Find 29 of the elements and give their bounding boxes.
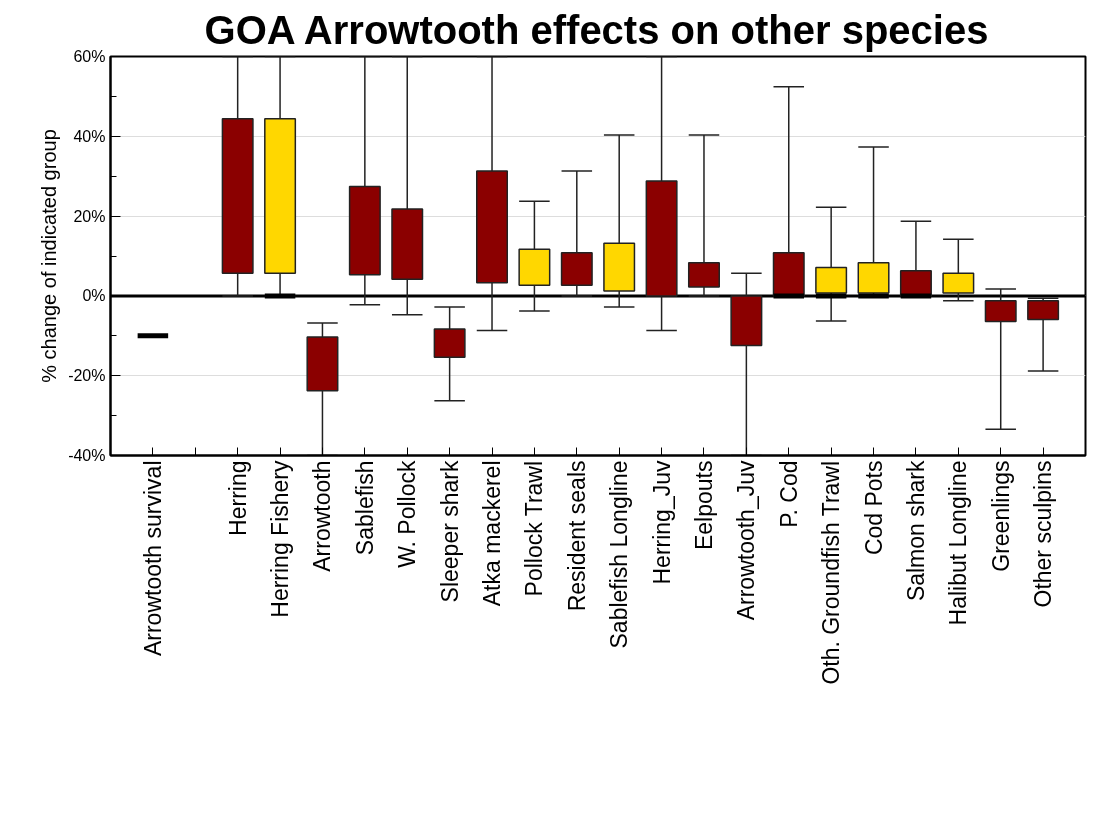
- x-tick-label: Arrowtooth_Juv: [733, 460, 760, 621]
- x-tick-label: Herring_Juv: [648, 460, 675, 585]
- x-tick-label: Eelpouts: [690, 460, 717, 551]
- y-tick-label: 60%: [73, 48, 106, 65]
- x-tick-label: Arrowtooth survival: [139, 460, 166, 657]
- x-tick-label: Oth. Groundfish Trawl: [818, 460, 845, 685]
- x-tick-label: Sablefish Longline: [606, 460, 633, 649]
- x-tick-label: Pollock Trawl: [521, 460, 548, 597]
- x-tick-label: Other sculpins: [1030, 460, 1057, 608]
- x-tick-label: Atka mackerel: [479, 460, 506, 607]
- x-tick-label: Resident seals: [563, 460, 590, 612]
- x-tick-label: Sablefish: [351, 460, 378, 556]
- y-axis-title: % change of indicated group: [38, 129, 61, 383]
- x-tick-label: Arrowtooth: [309, 460, 336, 572]
- x-tick-label: Herring: [224, 460, 251, 536]
- y-tick-label: 20%: [73, 207, 106, 225]
- x-tick-label: Greenlings: [987, 460, 1014, 572]
- x-tick-label: Sleeper shark: [436, 460, 463, 603]
- x-tick-label: W. Pollock: [394, 460, 421, 568]
- y-tick-label: -40%: [68, 447, 106, 464]
- x-tick-label: Herring Fishery: [267, 460, 294, 618]
- y-tick-label: 40%: [73, 127, 106, 145]
- x-tick-label: Halibut Longline: [945, 460, 972, 626]
- x-tick-label: Salmon shark: [902, 460, 929, 602]
- chart-title: GOA Arrowtooth effects on other species: [204, 7, 989, 52]
- y-tick-label: -20%: [68, 367, 106, 385]
- x-tick-label: Cod Pots: [860, 460, 887, 556]
- y-tick-label: 0%: [82, 287, 106, 305]
- x-tick-label: P. Cod: [775, 460, 802, 528]
